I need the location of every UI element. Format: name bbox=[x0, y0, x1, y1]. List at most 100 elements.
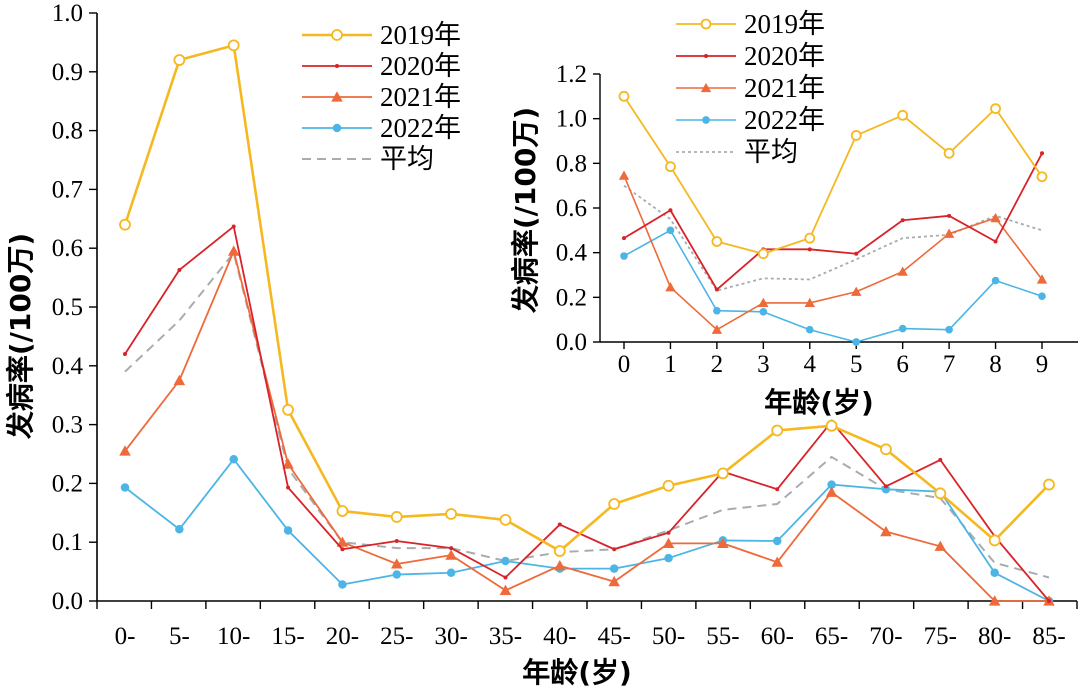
inset-y-tick-label: 0.2 bbox=[556, 284, 587, 311]
main-point-2019 bbox=[119, 218, 131, 231]
inset-x-tick-label: 9 bbox=[1036, 351, 1049, 378]
main-point-2020 bbox=[123, 352, 127, 357]
main-point-2019 bbox=[771, 424, 784, 437]
main-x-tick-label: 20- bbox=[326, 623, 359, 650]
inset-point-2021 bbox=[943, 228, 955, 238]
main-point-2022 bbox=[881, 485, 891, 494]
inset-x-tick-label: 2 bbox=[711, 351, 724, 378]
inset-legend-label-2019: 2019年 bbox=[744, 9, 825, 39]
main-legend-label-2022: 2022年 bbox=[380, 113, 461, 143]
main-point-2022 bbox=[772, 536, 782, 546]
inset-y-tick-label: 1.2 bbox=[556, 61, 587, 88]
main-y-tick-label: 0.9 bbox=[52, 59, 83, 86]
inset-series-2020 bbox=[622, 151, 1044, 292]
inset-point-2022 bbox=[852, 338, 861, 346]
main-legend-label-average: 平均 bbox=[380, 144, 434, 174]
main-point-2021 bbox=[825, 486, 838, 497]
inset-legend-label-2022: 2022年 bbox=[744, 105, 825, 135]
inset-point-2021 bbox=[618, 170, 630, 180]
main-point-2022 bbox=[609, 564, 619, 573]
inset-point-2022 bbox=[991, 276, 1000, 285]
main-legend-label-2019: 2019年 bbox=[380, 20, 461, 50]
inset-point-2022 bbox=[713, 306, 721, 315]
inset-point-2019 bbox=[1036, 171, 1048, 183]
main-x-tick-label: 75- bbox=[924, 623, 957, 650]
inset-y-tick-label: 0.6 bbox=[556, 195, 587, 222]
inset-point-2022 bbox=[898, 324, 907, 333]
inset-point-2021 bbox=[1036, 274, 1048, 284]
main-series-average bbox=[124, 251, 1050, 579]
main-series-group bbox=[119, 39, 1055, 606]
main-x-tick-label: 60- bbox=[761, 623, 794, 650]
main-x-tick-label: 5- bbox=[169, 623, 190, 650]
inset-point-2022 bbox=[620, 252, 628, 260]
main-point-2021 bbox=[988, 595, 1001, 606]
main-x-ticks: 0- 5- 10- 15- 20- 25- 30- 35- 40- 45- 50- 55- 60- 65-… bbox=[96, 601, 1078, 650]
inset-legend-item-2020: 2020年 bbox=[676, 41, 825, 71]
main-x-tick-label: 85- bbox=[1032, 623, 1065, 650]
main-legend-label-2021: 2021年 bbox=[380, 82, 461, 112]
main-x-tick-label: 40- bbox=[543, 623, 576, 650]
main-point-2020 bbox=[394, 539, 399, 544]
inset-series-2021 bbox=[618, 170, 1048, 334]
inset-legend-item-average: 平均 bbox=[676, 137, 798, 167]
inset-x-tick-label: 6 bbox=[896, 351, 909, 378]
main-x-tick-label: 55- bbox=[706, 623, 739, 650]
main-point-2021 bbox=[173, 374, 186, 386]
main-legend-item-2021: 2021年 bbox=[302, 82, 461, 112]
main-point-2019 bbox=[825, 419, 838, 432]
inset-point-2020 bbox=[622, 236, 626, 241]
inset-point-2021 bbox=[804, 297, 815, 308]
main-point-2019 bbox=[445, 508, 458, 520]
main-point-2022 bbox=[501, 556, 510, 566]
inset-y-axis-title: 发病率(/100万) bbox=[509, 107, 542, 314]
inset-point-2022 bbox=[805, 325, 814, 334]
main-series-2021 bbox=[119, 245, 1055, 606]
main-point-2019 bbox=[608, 498, 621, 510]
main-point-2019 bbox=[553, 545, 566, 557]
main-point-2020 bbox=[340, 547, 345, 552]
main-legend-item-2020: 2020年 bbox=[302, 51, 461, 81]
inset-x-tick-label: 5 bbox=[850, 351, 863, 378]
inset-y-tick-label: 0.4 bbox=[556, 240, 588, 267]
main-point-2022 bbox=[664, 553, 673, 563]
main-point-2022 bbox=[338, 580, 347, 589]
main-y-tick-label: 0.2 bbox=[52, 470, 83, 497]
main-point-2020 bbox=[503, 575, 508, 580]
inset-y-tick-label: 1.0 bbox=[556, 106, 587, 133]
main-y-tick-label: 0.5 bbox=[52, 294, 83, 321]
main-line-2020 bbox=[124, 225, 1050, 602]
main-point-2022 bbox=[175, 525, 184, 534]
inset-legend-label-average: 平均 bbox=[744, 137, 798, 167]
main-chart: 0.00.10.20.30.40.50.60.70.80.91.0 0- 5- 10… bbox=[4, 0, 1078, 689]
main-legend-marker-2022 bbox=[332, 123, 342, 133]
inset-legend-item-2019: 2019年 bbox=[676, 9, 825, 39]
inset-line-2021 bbox=[623, 175, 1043, 331]
inset-point-2020 bbox=[993, 239, 998, 244]
main-point-2020 bbox=[231, 224, 236, 229]
main-point-2020 bbox=[612, 547, 617, 552]
inset-y-tick-label: 0.0 bbox=[556, 329, 587, 356]
main-line-2019 bbox=[123, 44, 1050, 553]
main-y-tick-label: 0.1 bbox=[52, 529, 83, 556]
main-point-2019 bbox=[662, 479, 675, 492]
inset-legend-label-2020: 2020年 bbox=[744, 41, 825, 71]
main-point-2019 bbox=[988, 534, 1001, 547]
main-x-tick-label: 65- bbox=[815, 623, 848, 650]
main-point-2019 bbox=[282, 403, 294, 416]
main-x-tick-label: 70- bbox=[869, 623, 902, 650]
main-point-2021 bbox=[554, 559, 566, 571]
inset-point-2021 bbox=[711, 324, 723, 334]
main-x-tick-label: 35- bbox=[489, 623, 522, 650]
inset-point-2022 bbox=[1038, 292, 1046, 301]
main-point-2021 bbox=[499, 584, 512, 596]
inset-point-2022 bbox=[759, 308, 768, 316]
inset-y-ticks: 0.0 0.2 0.4 0.6 0.8 1.0 1.2 bbox=[556, 61, 600, 356]
inset-point-2020 bbox=[1040, 151, 1044, 156]
main-point-2021 bbox=[662, 537, 675, 548]
inset-chart: 0.0 0.2 0.4 0.6 0.8 1.0 1.2 0 1 2 3 4 5 6 7 8 9 年龄(岁) 发… bbox=[509, 9, 1078, 419]
inset-line-2022 bbox=[623, 229, 1043, 343]
main-point-2022 bbox=[283, 526, 293, 535]
